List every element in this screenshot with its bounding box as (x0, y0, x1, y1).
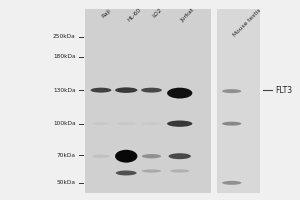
Ellipse shape (141, 88, 162, 93)
Ellipse shape (142, 169, 161, 173)
Ellipse shape (222, 122, 242, 126)
Ellipse shape (92, 155, 110, 158)
Text: 130kDa: 130kDa (53, 88, 76, 93)
Text: 50kDa: 50kDa (57, 180, 76, 185)
Ellipse shape (222, 89, 242, 93)
Text: 70kDa: 70kDa (57, 153, 76, 158)
Bar (85, 9, 211, 193)
Ellipse shape (169, 153, 191, 159)
Ellipse shape (167, 88, 192, 99)
Text: HL-60: HL-60 (126, 7, 142, 23)
Text: 100kDa: 100kDa (53, 121, 76, 126)
Text: Mouse testis: Mouse testis (232, 7, 262, 37)
Ellipse shape (142, 122, 161, 125)
Text: 250kDa: 250kDa (53, 34, 76, 39)
Ellipse shape (222, 181, 242, 185)
Ellipse shape (115, 87, 137, 93)
Ellipse shape (142, 154, 161, 158)
Text: Jurkat: Jurkat (180, 7, 195, 23)
Ellipse shape (91, 88, 111, 93)
Bar (217, 9, 260, 193)
Text: Raji: Raji (101, 7, 112, 19)
Ellipse shape (170, 169, 189, 173)
Ellipse shape (115, 150, 137, 163)
Text: FLT3: FLT3 (275, 86, 292, 95)
Text: LO2: LO2 (152, 7, 163, 19)
Ellipse shape (167, 121, 192, 127)
Ellipse shape (92, 122, 110, 125)
Ellipse shape (117, 122, 136, 125)
Text: 180kDa: 180kDa (53, 54, 76, 59)
Ellipse shape (116, 171, 136, 175)
